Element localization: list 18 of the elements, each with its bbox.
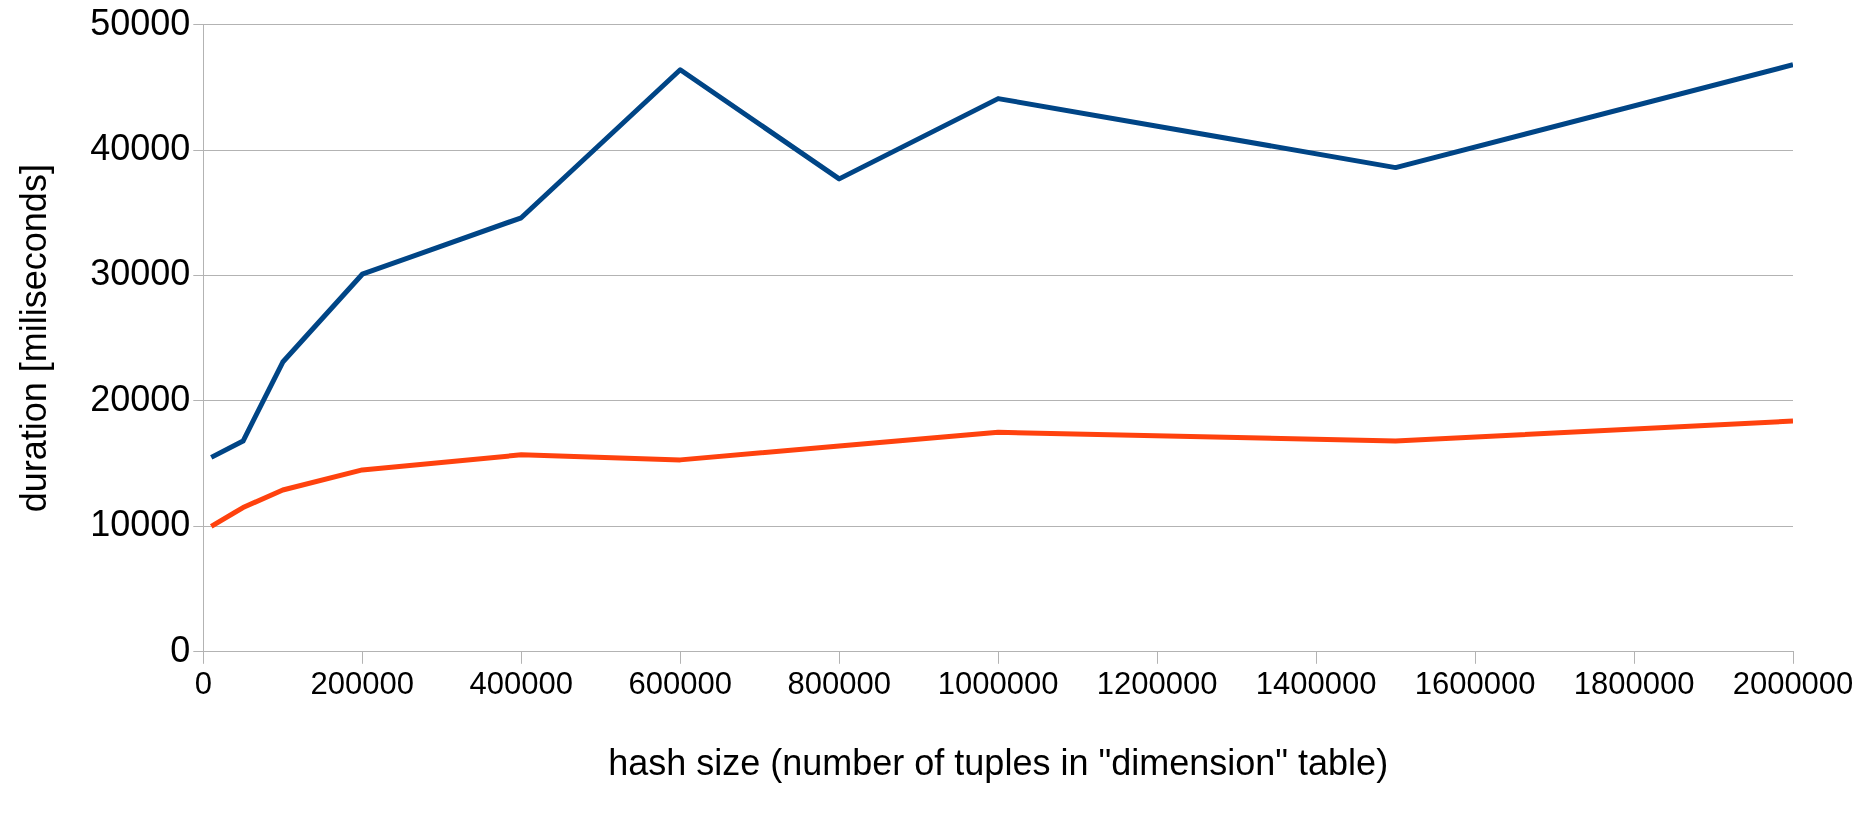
y-tick-label: 30000 [90, 252, 191, 294]
x-tick-label: 1200000 [1096, 665, 1218, 701]
x-tick-label: 200000 [310, 665, 414, 701]
x-axis-title: hash size (number of tuples in "dimension" table) [608, 742, 1389, 784]
y-tick-label: 40000 [90, 126, 191, 168]
y-tick-label: 0 [170, 628, 191, 670]
y-tick-label: 50000 [90, 1, 191, 43]
x-tick-label: 1600000 [1414, 665, 1536, 701]
y-axis-title: duration [miliseconds] [12, 164, 54, 513]
x-tick-label: 800000 [787, 665, 891, 701]
x-tick-label: 1400000 [1255, 665, 1377, 701]
x-tick-label: 1800000 [1573, 665, 1695, 701]
x-tick-label: 400000 [469, 665, 573, 701]
x-tick-label: 600000 [628, 665, 732, 701]
x-tick-label: 1000000 [937, 665, 1059, 701]
y-tick-label: 20000 [90, 377, 191, 419]
y-tick-label: 10000 [90, 503, 191, 545]
x-tick-label: 2000000 [1732, 665, 1854, 701]
